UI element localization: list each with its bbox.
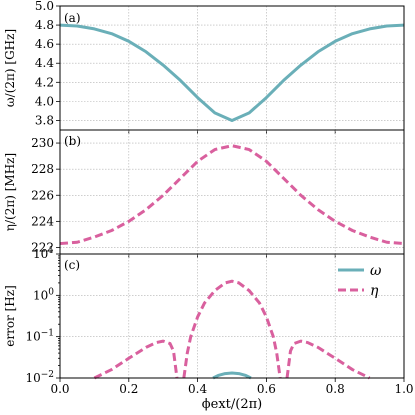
xtick-label-5: 1.0 xyxy=(394,382,413,396)
xtick-label-0: 0.0 xyxy=(50,382,69,396)
ytick-label-p1-0: 222 xyxy=(31,240,54,254)
panel-b-ylabel: η/(2π) [MHz] xyxy=(3,153,17,231)
ytick-label-p2-1: 10−1 xyxy=(25,329,54,344)
panel-c-ylabel: error [Hz] xyxy=(3,285,17,347)
legend: ω η xyxy=(338,263,382,299)
chart-marks: 3.84.04.24.44.64.85.022222422622823010−2… xyxy=(25,0,413,396)
axes-frame-p2 xyxy=(59,253,405,379)
legend-eta-label: η xyxy=(370,283,379,299)
ytick-label-p2-2: 100 xyxy=(33,287,54,302)
ytick-label-p0-2: 4.2 xyxy=(35,75,54,89)
ytick-label-p0-5: 4.8 xyxy=(35,18,54,32)
panel-a-ylabel: ω/(2π) [GHz] xyxy=(3,29,17,107)
ytick-label-p1-4: 230 xyxy=(31,136,54,150)
xtick-label-1: 0.2 xyxy=(119,382,138,396)
xtick-label-3: 0.6 xyxy=(257,382,276,396)
panel-b-label: (b) xyxy=(64,134,81,148)
ytick-label-p1-3: 228 xyxy=(31,162,54,176)
ytick-label-p0-6: 5.0 xyxy=(35,0,54,13)
series-line-p2-s0-g0 xyxy=(212,371,252,380)
xtick-label-2: 0.4 xyxy=(188,382,207,396)
series-line-p2-s1-g0 xyxy=(93,339,179,380)
series-line-p2-s1-g1 xyxy=(182,279,282,379)
legend-omega-label: ω xyxy=(370,263,382,279)
xtick-label-4: 0.8 xyxy=(326,382,345,396)
axes-frame-p1 xyxy=(59,129,405,255)
series-line-p0-s0-g0 xyxy=(59,23,405,122)
ytick-label-p1-2: 226 xyxy=(31,188,54,202)
series-line-p2-s1-g2 xyxy=(285,339,371,380)
ytick-label-p1-1: 224 xyxy=(31,214,54,228)
ytick-label-p0-3: 4.4 xyxy=(35,56,54,70)
ytick-label-p0-1: 4.0 xyxy=(35,94,54,108)
xlabel: ϕext/(2π) xyxy=(202,397,262,412)
ytick-label-p2-3: 101 xyxy=(33,246,54,261)
panel-c-label: (c) xyxy=(64,258,80,272)
ytick-label-p0-0: 3.8 xyxy=(35,113,54,127)
ytick-label-p0-4: 4.6 xyxy=(35,37,54,51)
panel-a-label: (a) xyxy=(64,11,81,25)
axes-frame-p0 xyxy=(59,5,405,131)
series-line-p1-s0-g0 xyxy=(59,144,405,246)
